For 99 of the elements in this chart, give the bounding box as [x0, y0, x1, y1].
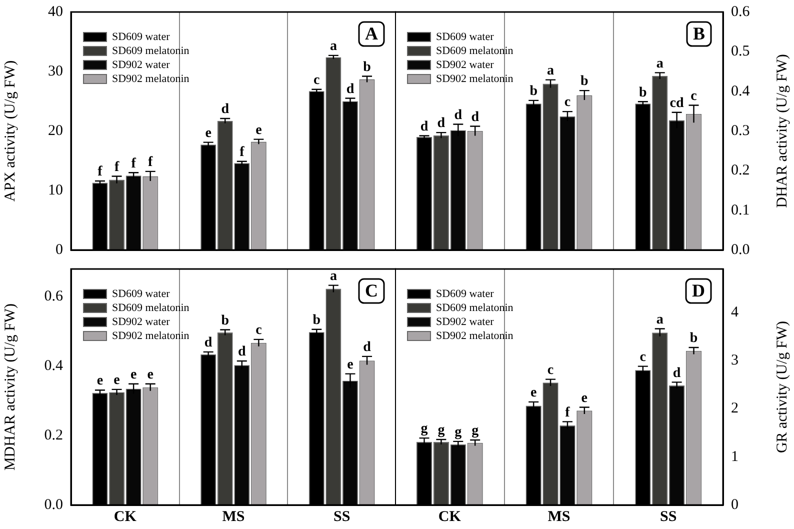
- data-label: c: [690, 88, 697, 104]
- y-axis-title: DHAR activity (U/g FW): [774, 54, 792, 208]
- data-label: a: [656, 312, 664, 328]
- legend-label: SD902 water: [436, 315, 494, 329]
- data-label: b: [690, 331, 698, 346]
- data-label: d: [672, 366, 681, 381]
- data-label: d: [238, 344, 246, 360]
- y-tick-label: 0.2: [44, 428, 63, 444]
- y-tick-label: 0.3: [731, 122, 750, 139]
- data-label: e: [581, 390, 588, 406]
- legend-label: SD902 melatonin: [112, 329, 190, 343]
- data-label: d: [471, 110, 480, 125]
- data-label: f: [131, 156, 136, 172]
- y-tick-label: 4: [731, 304, 739, 320]
- y-tick-label: 20: [48, 122, 63, 139]
- y-tick-label: 1: [731, 448, 738, 465]
- data-label: c: [314, 72, 320, 88]
- data-label: e: [96, 374, 104, 389]
- y-axis-title: APX activity (U/g FW): [2, 60, 20, 202]
- legend-label: SD609 melatonin: [436, 44, 514, 58]
- text: D: [692, 280, 705, 301]
- y-tick-label: 0: [731, 496, 738, 513]
- legend-label: SD609 water: [112, 30, 170, 44]
- y-tick-label: 2: [731, 400, 738, 417]
- legend-label: SD902 melatonin: [436, 72, 514, 86]
- data-label: e: [205, 126, 212, 141]
- data-label: cd: [670, 96, 684, 111]
- legend-label: SD902 water: [112, 315, 170, 329]
- data-label: f: [98, 164, 103, 180]
- data-label: d: [346, 82, 354, 97]
- data-label: f: [148, 155, 154, 170]
- data-label: a: [547, 63, 554, 78]
- y-tick-label: 0.0: [731, 242, 750, 258]
- data-label: b: [530, 84, 538, 100]
- y-tick-label: 40: [48, 4, 63, 20]
- x-tick-label: MS: [548, 508, 570, 525]
- legend-label: SD609 water: [436, 287, 494, 301]
- legend-label: SD902 water: [112, 58, 170, 72]
- data-label: c: [547, 362, 554, 378]
- text: A: [365, 24, 378, 44]
- y-axis-title: GR activity (U/g FW): [774, 320, 792, 454]
- data-label: g: [472, 424, 479, 439]
- data-label: g: [438, 423, 445, 438]
- y-axis-title: MDHAR activity (U/g FW): [2, 303, 20, 471]
- legend-label: SD902 melatonin: [436, 329, 514, 343]
- data-label: f: [565, 405, 570, 420]
- data-label: d: [420, 119, 428, 134]
- y-tick-label: 0.5: [731, 44, 750, 60]
- y-tick-label: 0.1: [731, 202, 750, 218]
- data-label: e: [256, 122, 262, 138]
- data-label: b: [312, 313, 321, 328]
- data-label: a: [330, 39, 337, 54]
- legend-label: SD609 water: [436, 30, 494, 44]
- x-tick-label: SS: [333, 508, 350, 525]
- data-label: e: [347, 357, 354, 372]
- data-label: c: [564, 95, 571, 110]
- legend-label: SD902 melatonin: [112, 72, 190, 86]
- legend-label: SD609 melatonin: [112, 44, 190, 58]
- data-label: f: [240, 144, 245, 160]
- y-tick-label: 30: [48, 63, 63, 80]
- data-label: d: [221, 102, 230, 118]
- data-label: b: [363, 60, 372, 75]
- y-tick-label: 0.4: [44, 358, 64, 374]
- data-label: g: [420, 422, 428, 437]
- y-tick-label: 0.6: [731, 4, 750, 20]
- data-label: f: [114, 160, 120, 175]
- y-tick-label: 10: [48, 182, 63, 198]
- legend-label: SD902 water: [436, 58, 494, 72]
- y-tick-label: 0.2: [731, 162, 750, 179]
- data-label: d: [437, 116, 446, 132]
- y-tick-label: 3: [731, 352, 738, 368]
- data-label: a: [656, 56, 664, 72]
- y-tick-label: 0.6: [44, 288, 64, 305]
- data-label: c: [640, 350, 646, 365]
- data-label: a: [330, 268, 337, 284]
- data-label: e: [130, 367, 137, 382]
- legend-label: SD609 water: [112, 287, 170, 301]
- x-tick-label: CK: [438, 508, 462, 525]
- y-tick-label: 0.0: [44, 496, 63, 513]
- x-tick-label: MS: [222, 508, 245, 525]
- data-label: b: [639, 85, 648, 100]
- x-tick-label: CK: [114, 508, 137, 525]
- legend-label: SD609 melatonin: [112, 301, 190, 315]
- data-label: b: [221, 313, 230, 328]
- data-label: b: [580, 74, 589, 90]
- text: C: [365, 280, 378, 301]
- data-label: c: [256, 323, 262, 338]
- data-label: g: [454, 425, 462, 440]
- data-label: d: [454, 108, 462, 123]
- y-tick-label: 0: [56, 242, 63, 258]
- legend-label: SD609 melatonin: [436, 301, 514, 315]
- data-label: e: [147, 367, 154, 382]
- y-tick-label: 0.4: [731, 83, 750, 100]
- data-label: d: [204, 336, 212, 351]
- data-label: e: [530, 386, 537, 401]
- data-label: e: [114, 373, 120, 388]
- data-label: d: [363, 340, 372, 356]
- text: B: [692, 24, 706, 44]
- x-tick-label: SS: [660, 508, 677, 525]
